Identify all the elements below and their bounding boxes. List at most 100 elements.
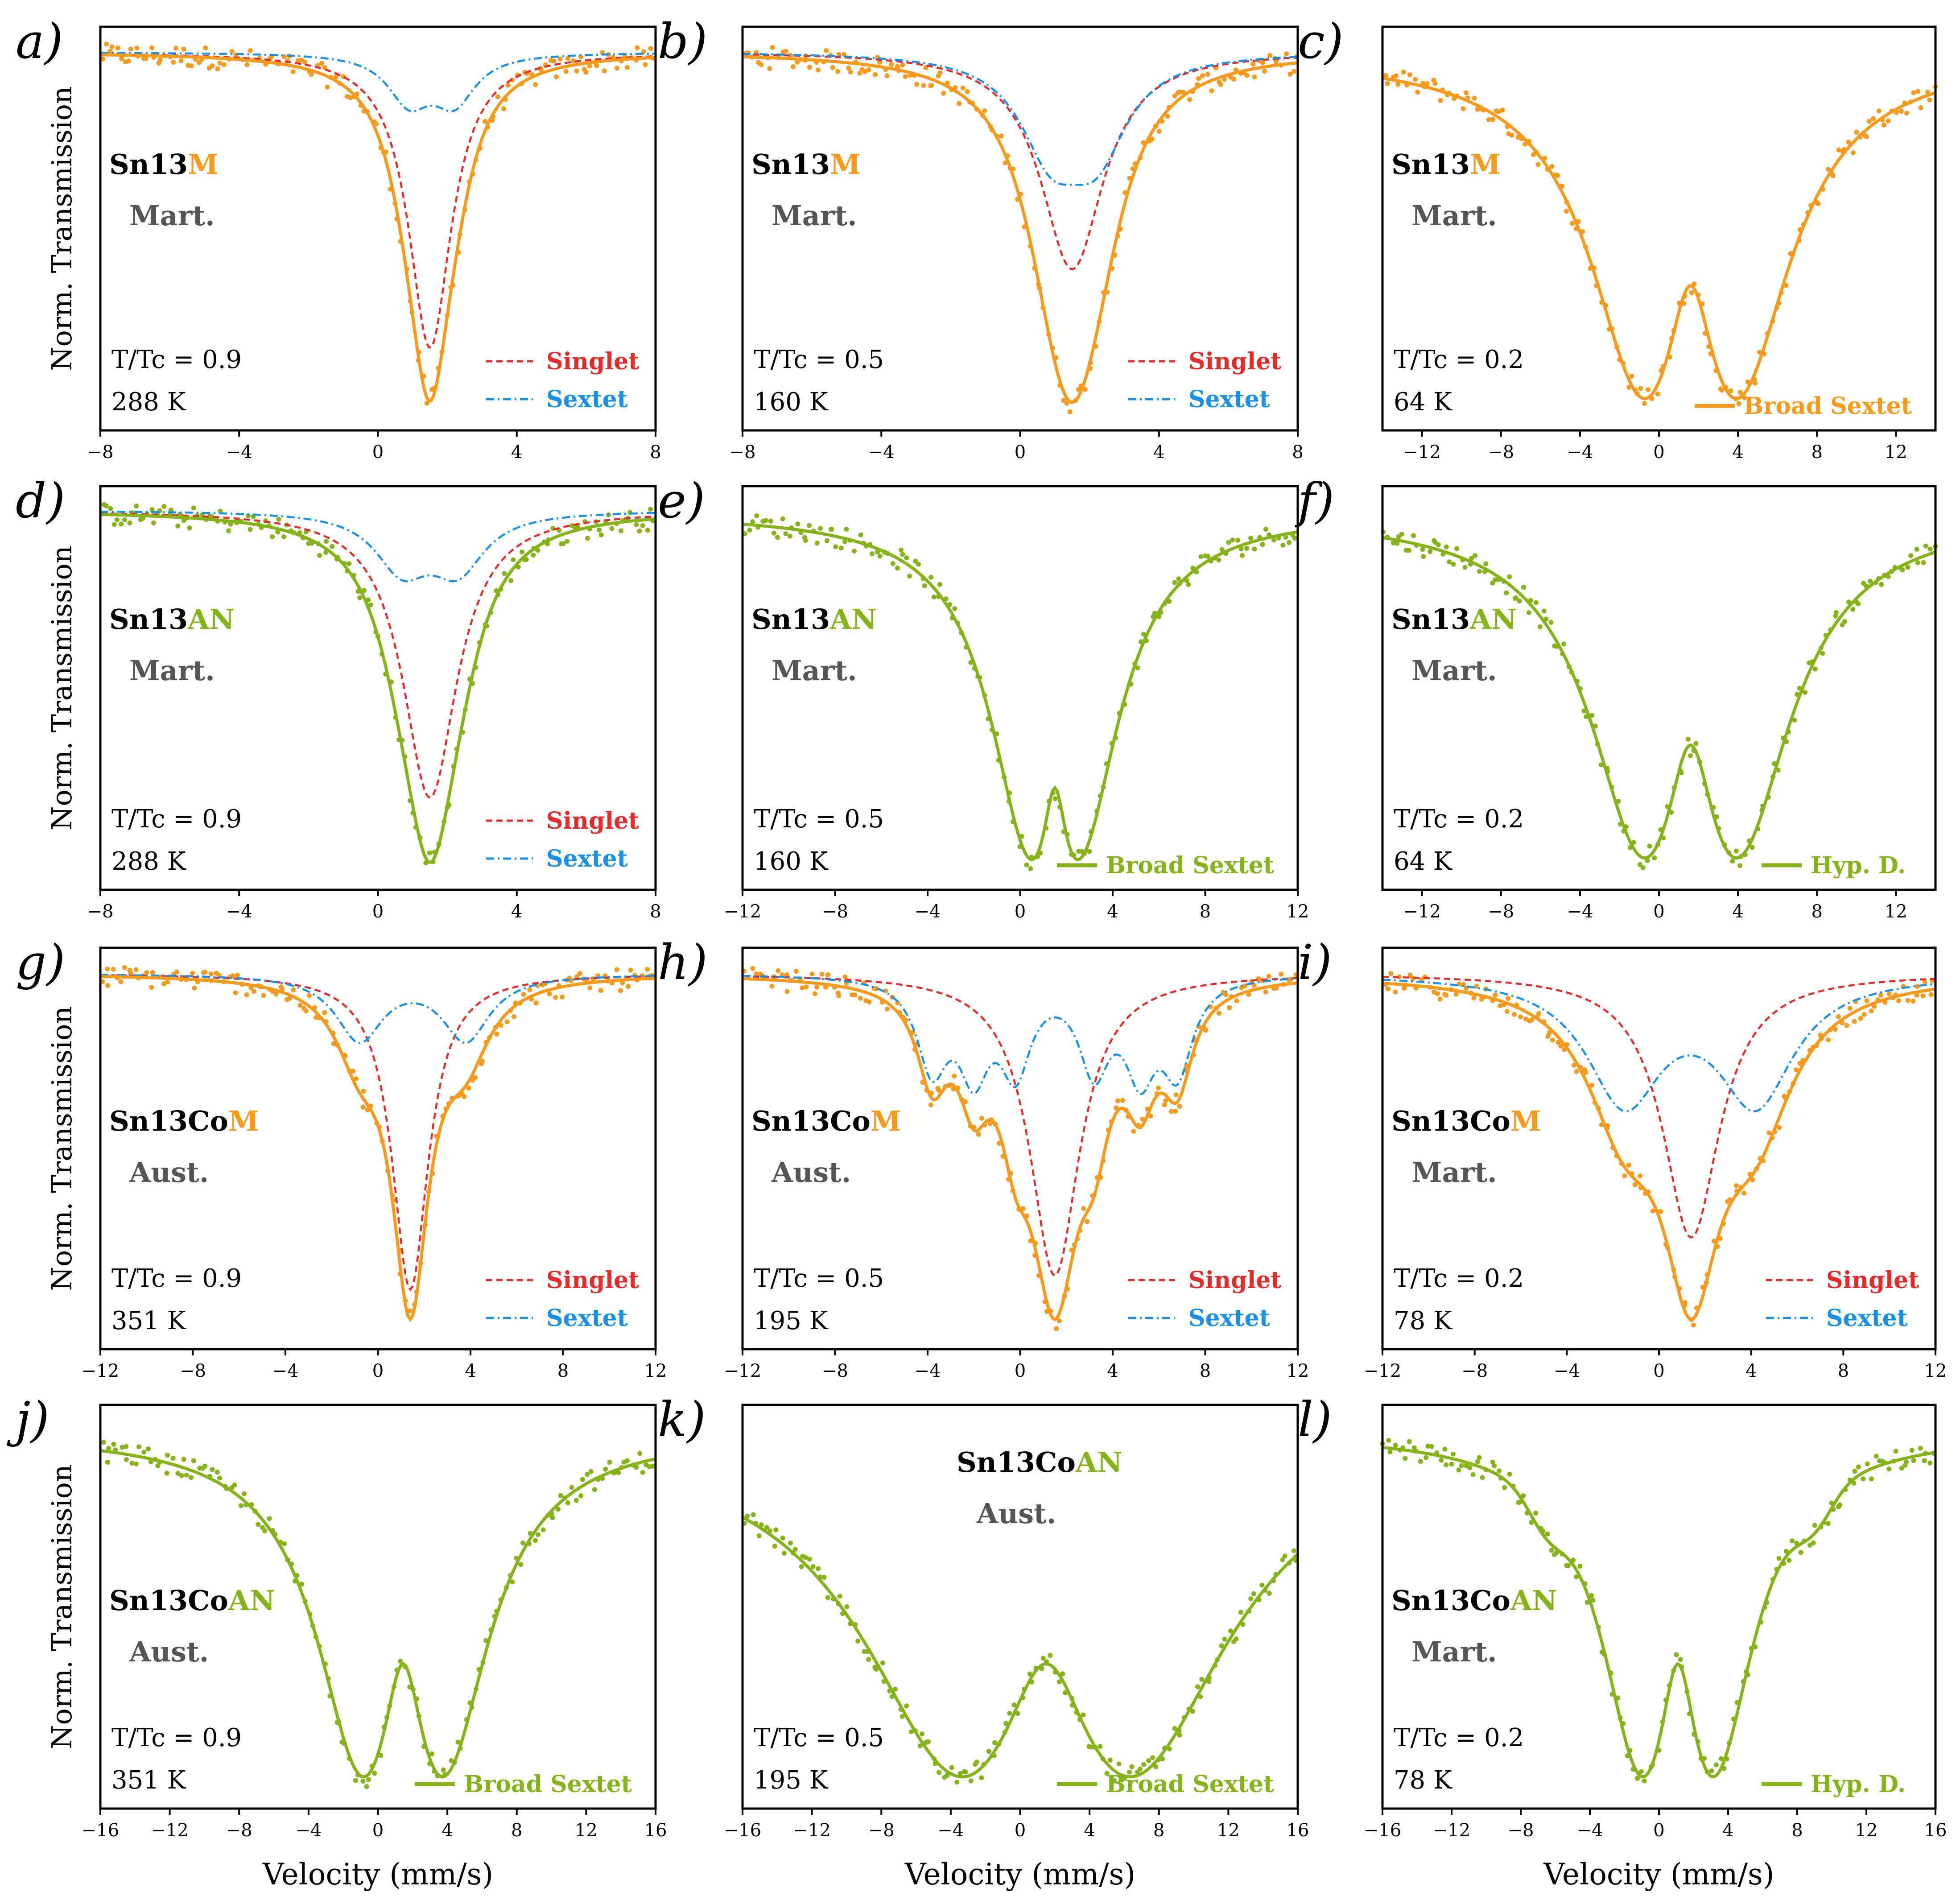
data-point [527,987,532,992]
data-point [904,555,909,561]
phase-label: Mart. [1411,1156,1497,1189]
data-point [756,1533,762,1538]
panel-letter: c) [1298,14,1344,70]
data-point [1205,72,1210,77]
data-point [1081,1712,1086,1718]
data-point [945,1773,950,1778]
data-point [1899,109,1904,114]
data-point [979,1775,984,1780]
data-point [1538,624,1543,629]
data-point [1689,290,1694,295]
data-point [1797,1061,1803,1066]
data-point [1803,690,1807,695]
data-point [1750,845,1755,850]
x-tick-label: 16 [1924,1820,1947,1841]
data-point [965,89,970,94]
data-point [1914,547,1919,552]
panel-k: k) −16 −12 −8 −4 0 4 8 12 16 Sn13CoAN Aust. T/Tc = 0… [658,1392,1309,1892]
data-point [614,66,619,71]
data-point [833,544,838,549]
data-point [574,974,580,979]
data-point [635,45,640,50]
phase-label: Mart. [1411,199,1497,232]
x-axis: −12 −8 −4 0 4 8 12 [1364,1349,1947,1381]
data-point [1787,1557,1792,1563]
data-point [429,1751,434,1756]
data-point [889,62,894,67]
data-point [524,557,529,562]
x-tick-label: −8 [730,442,756,463]
data-point [149,985,154,990]
data-point [108,506,113,511]
data-point [1766,1130,1772,1136]
data-point [1226,540,1231,545]
data-point [825,1595,830,1600]
data-point [1260,60,1265,65]
data-point [361,1089,366,1094]
x-tick-label: 8 [1811,442,1823,463]
data-point [149,507,155,512]
data-point [1274,59,1279,64]
data-point [814,541,820,546]
data-point [1219,1643,1224,1648]
x-tick-label: −4 [915,1361,941,1381]
data-point [754,513,759,518]
data-point [520,1541,525,1546]
data-point [634,1465,639,1470]
data-point [1271,537,1276,543]
data-point [1909,1448,1915,1453]
legend: Hyp. D. [1762,1771,1906,1798]
data-point [1927,546,1933,552]
data-point [1291,69,1296,74]
data-point [1280,542,1286,548]
data-point [1177,1104,1182,1109]
data-point [648,507,653,512]
data-point [594,63,599,68]
data-point [1196,76,1201,81]
data-point [1393,1442,1398,1448]
data-point [1915,560,1920,566]
data-point [795,521,801,527]
data-point [1007,1710,1012,1716]
legend: Singlet Sextet [1766,1267,1919,1332]
data-point [1284,51,1289,57]
x-tick-label: −12 [1403,442,1440,463]
data-point [1437,996,1443,1002]
data-point [1836,1014,1841,1019]
data-point [1240,553,1245,558]
data-point [1146,1758,1151,1763]
data-point [816,67,821,73]
x-tick-label: −12 [82,1361,119,1381]
x-tick-label: −12 [724,1361,761,1381]
x-tick-label: 4 [511,901,522,922]
data-point [333,74,338,79]
data-point [852,992,858,998]
data-point [174,969,179,975]
data-point [1816,201,1821,207]
data-point [1137,1766,1143,1772]
data-point [170,1456,176,1461]
data-point [1730,859,1735,864]
data-point [1401,70,1406,75]
data-point [535,1532,541,1537]
fit-curve [742,55,1298,404]
temperature-ratio: T/Tc = 0.5 [754,805,884,834]
data-point [1206,1679,1212,1684]
data-point [1566,1563,1571,1568]
data-point [1486,117,1491,122]
x-axis: −16 −12 −8 −4 0 4 8 12 16 [1364,1809,1947,1841]
x-axis-label: Velocity (mm/s) [904,1857,1135,1892]
data-point [1548,620,1554,625]
data-point [791,64,796,70]
x-tick-label: 8 [1791,1820,1803,1841]
data-point [937,1770,942,1775]
temperature: 288 K [111,388,186,417]
data-point [1868,578,1873,584]
data-point [957,101,962,106]
x-tick-label: 12 [1217,1820,1240,1841]
data-point [1153,1764,1159,1769]
data-point [1905,565,1910,570]
data-point [462,1094,467,1099]
data-point [867,1000,872,1004]
data-point [1436,542,1441,547]
